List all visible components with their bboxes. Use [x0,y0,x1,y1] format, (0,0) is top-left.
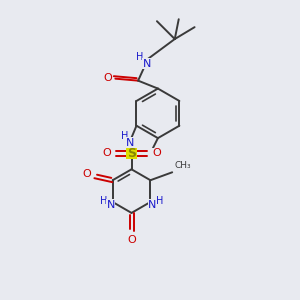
Text: O: O [127,235,136,245]
Text: O: O [103,73,112,83]
Text: O: O [152,148,161,158]
Text: H: H [121,130,128,141]
Text: N: N [126,138,135,148]
Text: S: S [127,147,136,160]
Text: H: H [100,196,107,206]
Text: H: H [156,196,163,206]
FancyBboxPatch shape [126,148,137,159]
Text: N: N [143,59,151,69]
Text: H: H [136,52,144,62]
Text: N: N [148,200,157,210]
Text: N: N [106,200,115,210]
Text: O: O [102,148,111,158]
Text: O: O [82,169,91,179]
Text: CH₃: CH₃ [174,161,191,170]
